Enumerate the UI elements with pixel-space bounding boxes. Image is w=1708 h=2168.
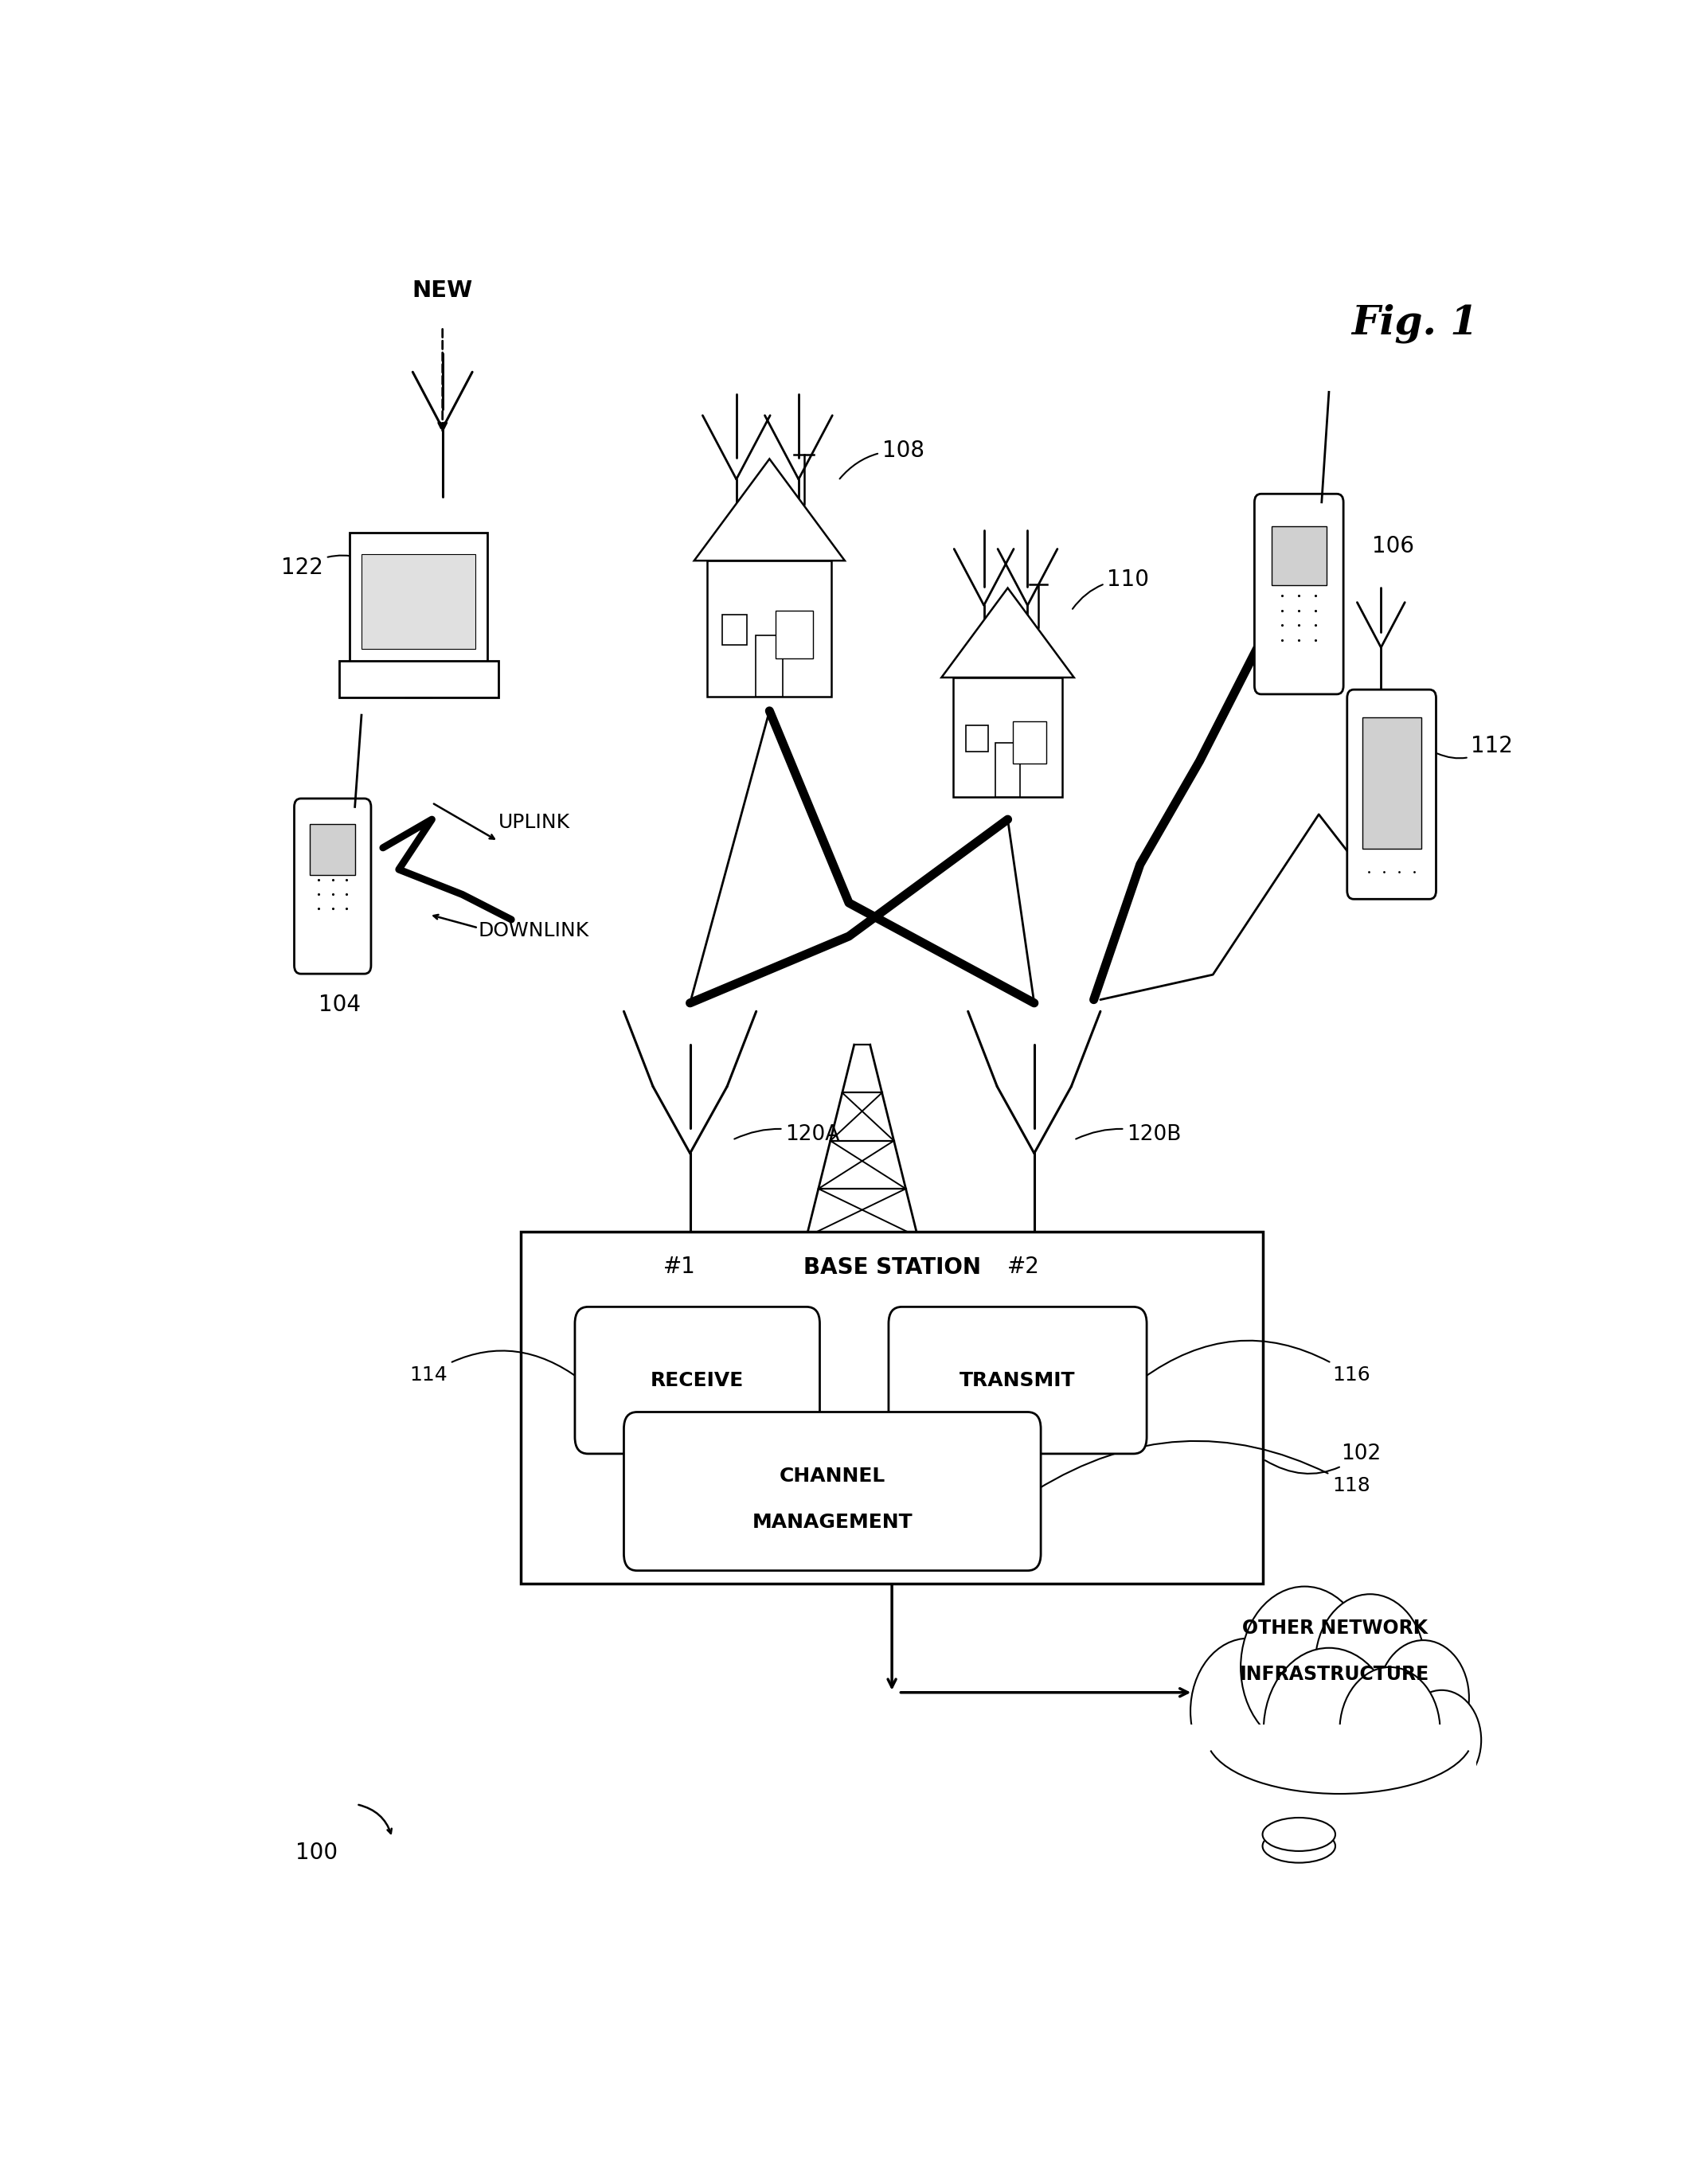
Ellipse shape bbox=[1262, 1817, 1336, 1851]
Text: 112: 112 bbox=[1438, 735, 1513, 759]
Bar bbox=[775, 611, 813, 659]
FancyBboxPatch shape bbox=[294, 798, 371, 973]
Text: TRANSMIT: TRANSMIT bbox=[960, 1370, 1076, 1390]
FancyBboxPatch shape bbox=[350, 533, 487, 663]
Text: RECEIVE: RECEIVE bbox=[651, 1370, 745, 1390]
Bar bbox=[1272, 527, 1325, 585]
Text: 120B: 120B bbox=[1076, 1123, 1182, 1145]
Bar bbox=[340, 661, 499, 698]
Bar bbox=[707, 562, 832, 696]
Text: BASE STATION: BASE STATION bbox=[803, 1257, 980, 1279]
FancyBboxPatch shape bbox=[1348, 689, 1436, 900]
Text: #2: #2 bbox=[1008, 1255, 1040, 1279]
Text: #1: #1 bbox=[663, 1255, 695, 1279]
Bar bbox=[953, 676, 1062, 798]
Text: 114: 114 bbox=[410, 1351, 579, 1385]
Bar bbox=[1361, 718, 1421, 848]
Bar bbox=[362, 555, 475, 648]
Text: 110: 110 bbox=[1073, 568, 1149, 609]
Bar bbox=[967, 726, 987, 752]
Text: 116: 116 bbox=[1143, 1340, 1370, 1385]
Bar bbox=[996, 744, 1020, 798]
Circle shape bbox=[1402, 1691, 1481, 1791]
Text: 106: 106 bbox=[1372, 535, 1414, 557]
Polygon shape bbox=[941, 588, 1074, 676]
Circle shape bbox=[1378, 1641, 1469, 1756]
Polygon shape bbox=[693, 460, 845, 562]
Text: 104: 104 bbox=[318, 993, 360, 1017]
FancyBboxPatch shape bbox=[521, 1231, 1264, 1585]
Ellipse shape bbox=[1262, 1830, 1336, 1862]
Text: CHANNEL: CHANNEL bbox=[779, 1468, 885, 1485]
Bar bbox=[309, 824, 355, 876]
Text: 102: 102 bbox=[1266, 1444, 1382, 1474]
Bar bbox=[1187, 1726, 1477, 1821]
Circle shape bbox=[1190, 1639, 1307, 1784]
Text: MANAGEMENT: MANAGEMENT bbox=[752, 1513, 912, 1533]
Text: OTHER NETWORK: OTHER NETWORK bbox=[1242, 1617, 1428, 1637]
Circle shape bbox=[1264, 1648, 1394, 1812]
Bar bbox=[722, 616, 746, 644]
Bar bbox=[1013, 722, 1045, 763]
FancyBboxPatch shape bbox=[623, 1411, 1040, 1570]
Text: 108: 108 bbox=[840, 440, 924, 479]
Text: INFRASTRUCTURE: INFRASTRUCTURE bbox=[1240, 1665, 1430, 1685]
Text: 122: 122 bbox=[282, 555, 388, 579]
FancyBboxPatch shape bbox=[576, 1307, 820, 1455]
Bar bbox=[757, 635, 782, 696]
Circle shape bbox=[1339, 1667, 1440, 1793]
Circle shape bbox=[1240, 1587, 1368, 1747]
Circle shape bbox=[1315, 1593, 1424, 1732]
Text: NEW: NEW bbox=[412, 280, 473, 301]
Text: 118: 118 bbox=[1037, 1442, 1370, 1496]
FancyBboxPatch shape bbox=[888, 1307, 1146, 1455]
FancyBboxPatch shape bbox=[1254, 494, 1344, 694]
Text: DOWNLINK: DOWNLINK bbox=[478, 921, 589, 941]
Text: 120A: 120A bbox=[734, 1123, 840, 1145]
Text: 100: 100 bbox=[295, 1843, 338, 1864]
Text: Fig. 1: Fig. 1 bbox=[1351, 304, 1477, 343]
Text: UPLINK: UPLINK bbox=[499, 813, 570, 833]
